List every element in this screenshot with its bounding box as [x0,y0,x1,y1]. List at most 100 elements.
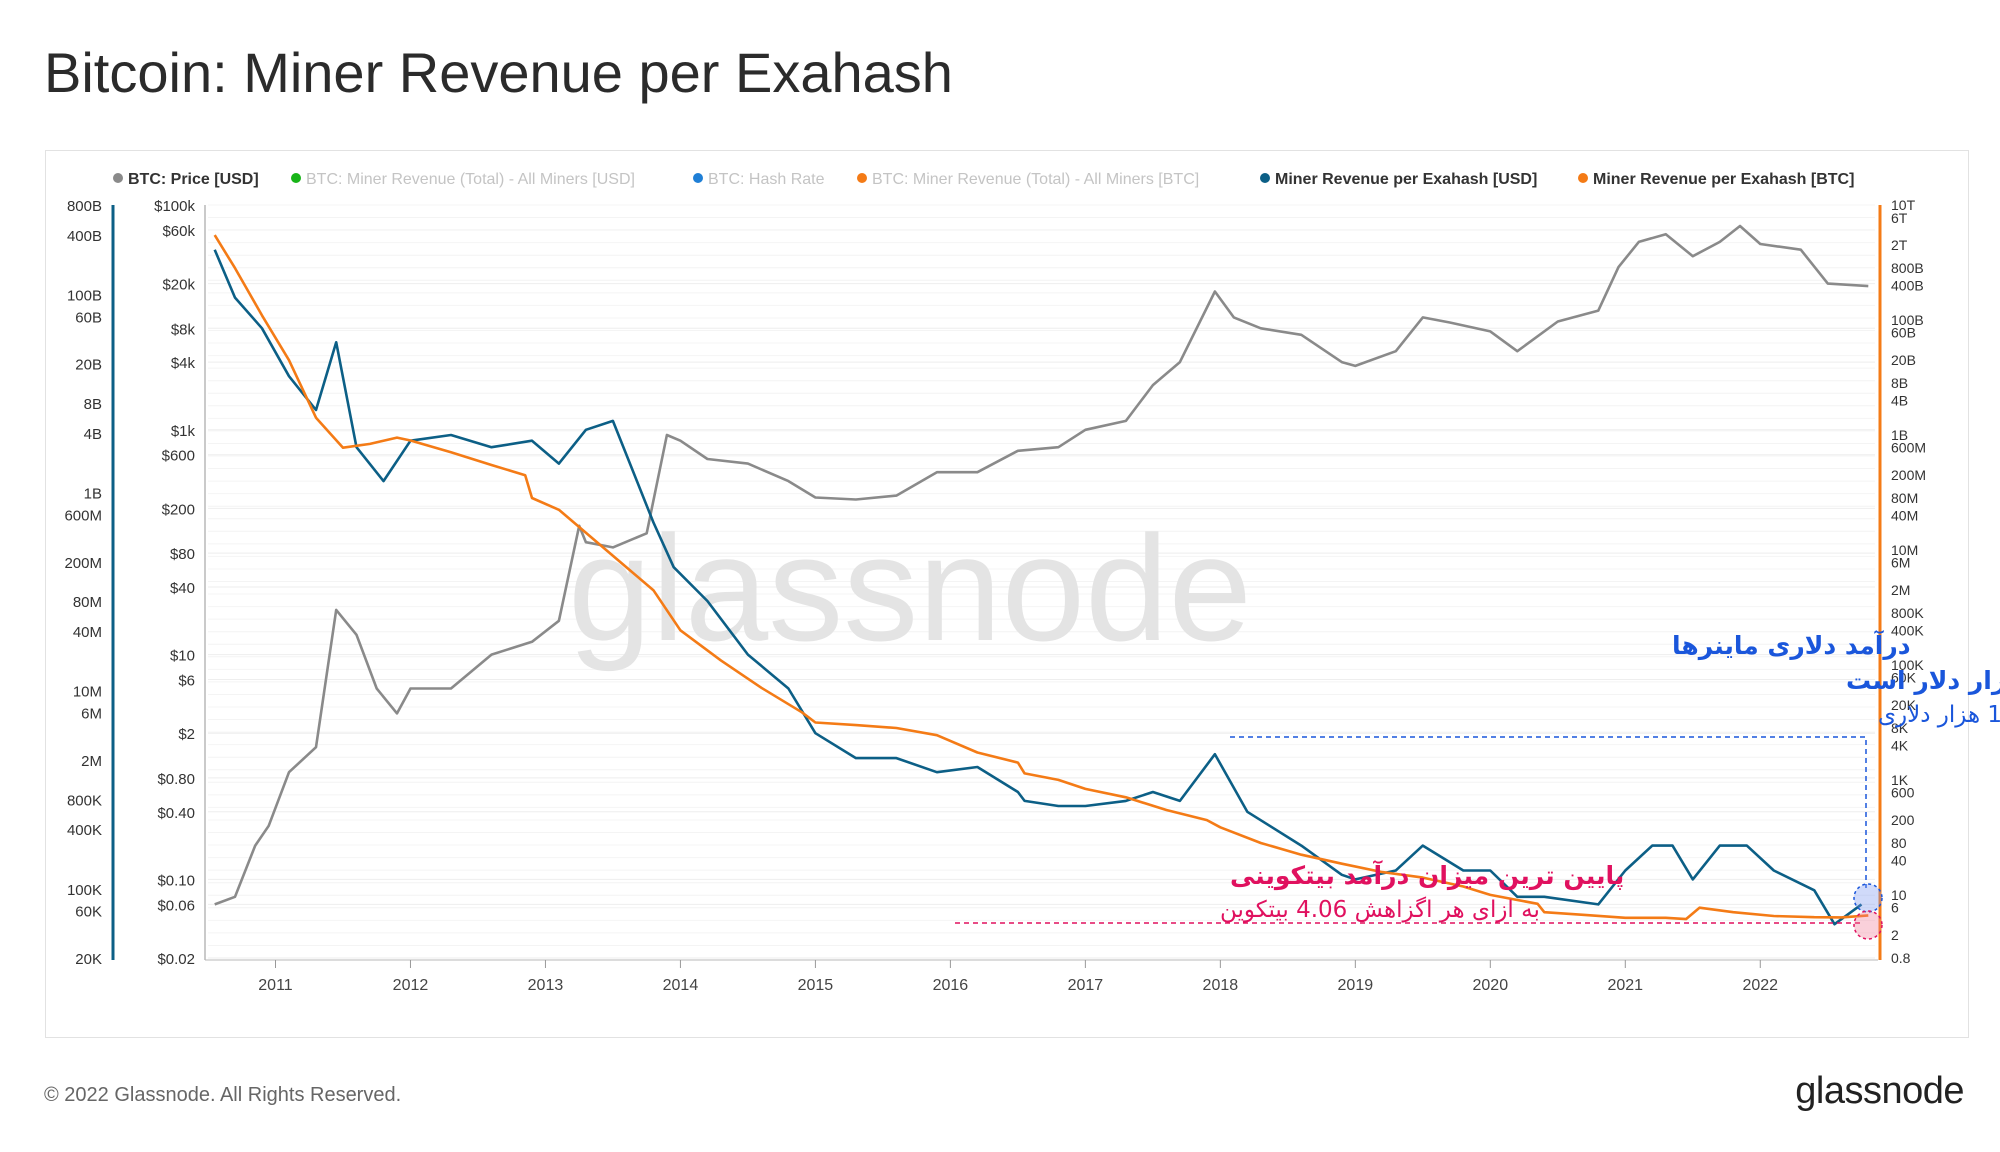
legend-label: BTC: Price [USD] [128,171,259,188]
axes: 2011 2012 2013 2014 2015 2016 2017 2018 2019 2020… [64,197,1926,994]
right-tick-label: 20K [1891,697,1917,713]
x-tick-label: 2015 [798,977,834,994]
usd-annotation-title: درآمد دلاری ماینرها [1672,630,1911,661]
price-tick-label: $8k [171,321,196,338]
x-tick-label: 2019 [1338,977,1374,994]
page-title: Bitcoin: Miner Revenue per Exahash [44,41,953,104]
price-tick-label: $0.80 [157,771,195,788]
usd-highlight-circle [1853,883,1883,913]
left-tick-label: 20K [75,951,102,968]
btc-annotation-title: پایین ترین میزان درآمد بیتکوینی [1230,860,1624,891]
legend-item: BTC: Miner Revenue (Total) - All Miners … [291,171,635,188]
usd-revenue-line [213,249,1863,926]
legend-item: Miner Revenue per Exahash [USD] [1260,171,1537,188]
right-tick-label: 100B [1891,312,1924,328]
x-tick-label: 2013 [528,977,564,994]
x-tick-label: 2020 [1473,977,1509,994]
price-tick-label: $2 [178,726,195,743]
price-tick-label: $0.10 [157,872,195,889]
right-tick-label: 6M [1891,555,1910,571]
price-tick-label: $10 [170,648,195,665]
right-tick-label: 60B [1891,325,1916,341]
right-tick-label: 800B [1891,260,1924,276]
legend-item: Miner Revenue per Exahash [BTC] [1578,171,1854,188]
gridlines [208,204,1875,959]
legend: BTC: Price [USD] BTC: Miner Revenue (Tota… [113,171,1854,188]
right-tick-label: 40M [1891,507,1918,523]
copyright: © 2022 Glassnode. All Rights Reserved. [44,1084,402,1106]
usd-annotation-range: به ازای هر Exahash بین 78 تا 88 هزار دلا… [1846,666,2000,696]
left-tick-label: 60K [75,904,102,921]
series-lines [213,224,1869,926]
price-tick-label: $80 [170,546,195,563]
btc-highlight-circle [1853,910,1883,940]
right-tick-label: 60K [1891,670,1917,686]
left-tick-label: 1B [84,486,102,503]
price-tick-label: $6 [178,673,195,690]
price-tick-label: $0.06 [157,897,195,914]
right-tick-label: 2M [1891,582,1910,598]
right-tick-label: 80 [1891,835,1907,851]
right-tick-label: 200M [1891,467,1926,483]
right-tick-label: 400B [1891,277,1924,293]
right-tick-label: 80M [1891,490,1918,506]
brand-logo: glassnode [1795,1070,1964,1112]
right-tick-label: 8K [1891,720,1909,736]
right-tick-label: 200 [1891,812,1915,828]
x-tick-label: 2021 [1607,977,1643,994]
left-tick-label: 100B [67,287,102,304]
right-tick-label: 10M [1891,542,1918,558]
left-tick-label: 4B [84,426,102,443]
x-tick-label: 2018 [1203,977,1239,994]
legend-dot-icon [857,173,867,183]
right-tick-label: 40 [1891,852,1907,868]
right-tick-label: 100K [1891,657,1924,673]
x-tick-label: 2016 [933,977,969,994]
btc-annotation-value: به ازای هر اگزاهش 4.06 بیتکوین [1220,896,1540,923]
left-tick-label: 40M [73,624,102,641]
x-tick-label: 2022 [1742,977,1778,994]
legend-item: BTC: Miner Revenue (Total) - All Miners … [857,171,1199,188]
left-tick-label: 200M [64,555,102,572]
price-tick-label: $0.40 [157,805,195,822]
right-tick-label: 400K [1891,622,1924,638]
right-tick-label: 6T [1891,210,1908,226]
btc-revenue-line [213,234,1869,921]
price-tick-label: $100k [154,198,195,215]
x-tick-label: 2011 [258,977,293,994]
right-tick-label: 10 [1891,887,1907,903]
right-tick-label: 2T [1891,237,1908,253]
price-tick-label: $0.02 [157,951,195,968]
left-tick-label: 60B [75,309,102,326]
right-tick-label: 600M [1891,440,1926,456]
legend-item: BTC: Hash Rate [693,171,825,188]
right-tick-label: 10T [1891,197,1916,213]
left-tick-label: 100K [67,882,102,899]
legend-dot-icon [291,173,301,183]
price-tick-label: $1k [171,423,196,440]
legend-label: BTC: Miner Revenue (Total) - All Miners … [872,171,1199,188]
left-tick-label: 2M [81,753,102,770]
left-tick-label: 20B [75,357,102,374]
legend-dot-icon [693,173,703,183]
x-tick-label: 2017 [1068,977,1104,994]
legend-dot-icon [1260,173,1270,183]
right-tick-label: 20B [1891,352,1916,368]
left-tick-label: 10M [73,684,102,701]
price-tick-label: $20k [162,277,195,294]
watermark: glassnode [568,504,1252,672]
left-tick-label: 400K [67,822,102,839]
right-tick-label: 4B [1891,392,1908,408]
right-tick-label: 1K [1891,772,1909,788]
annotations: درآمد دلاری ماینرها به ازای هر Exahash بی… [955,630,2000,940]
right-tick-label: 8B [1891,375,1908,391]
legend-dot-icon [1578,173,1588,183]
right-tick-label: 6 [1891,900,1899,916]
price-tick-label: $40 [170,580,195,597]
left-tick-label: 800B [67,198,102,215]
price-tick-label: $600 [162,448,195,465]
left-tick-label: 80M [73,594,102,611]
price-tick-label: $200 [162,501,195,518]
right-tick-label: 0.8 [1891,950,1911,966]
